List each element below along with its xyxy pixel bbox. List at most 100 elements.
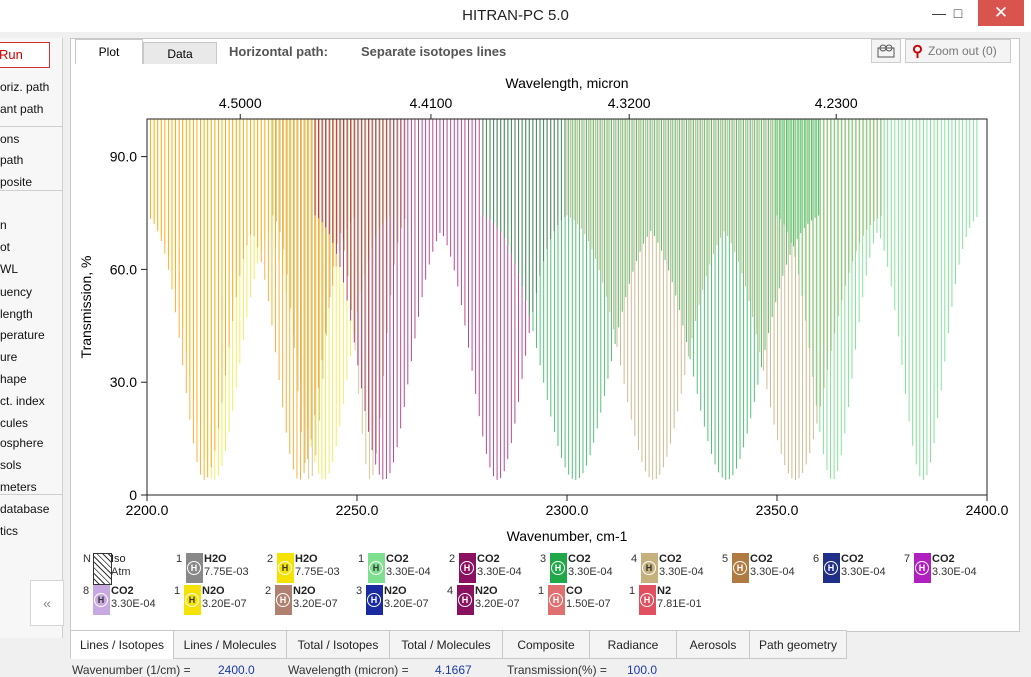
sidebar-item-10[interactable]: perature bbox=[0, 328, 45, 342]
bottom-tab-2[interactable]: Total / Isotopes bbox=[286, 630, 390, 659]
legend-isotope-number: 7 bbox=[904, 553, 911, 565]
hitran-h-icon: H bbox=[642, 561, 656, 575]
legend-item[interactable]: 7 H CO2 3.30E-04 bbox=[904, 553, 992, 585]
plot-panel: Plot Data Horizontal path: Separate isot… bbox=[70, 38, 1020, 632]
sidebar-item-14[interactable]: cules bbox=[0, 416, 29, 430]
legend-item[interactable]: 3 H N2O 3.20E-07 bbox=[356, 585, 444, 617]
legend-abundance: 7.75E-03 bbox=[204, 566, 249, 578]
legend-item[interactable]: 2 H CO2 3.30E-04 bbox=[449, 553, 537, 585]
legend-abundance: 7.81E-01 bbox=[657, 598, 702, 610]
legend-item[interactable]: 1 H CO2 3.30E-04 bbox=[358, 553, 446, 585]
legend-abundance: 3.30E-04 bbox=[750, 566, 795, 578]
legend-abundance: 3.30E-04 bbox=[841, 566, 886, 578]
bottom-tab-1[interactable]: Lines / Molecules bbox=[173, 630, 287, 659]
series-band-1 bbox=[272, 119, 406, 480]
hitran-h-icon: H bbox=[549, 593, 563, 607]
sidebar-item-2[interactable]: ons bbox=[0, 132, 20, 146]
legend-abundance: 3.30E-04 bbox=[477, 566, 522, 578]
legend-isotope-number: 6 bbox=[813, 553, 820, 565]
legend-molecule: N2O bbox=[202, 585, 225, 597]
series-band-4 bbox=[482, 119, 820, 480]
sidebar-item-0[interactable]: oriz. path bbox=[0, 80, 50, 94]
legend-header-n: N bbox=[83, 553, 91, 565]
transmission-chart[interactable]: 2200.0 2250.0 2300.0 2350.0 2400.0 0 30.0 60.0 9… bbox=[71, 67, 1019, 567]
legend-item[interactable]: 2 H N2O 3.20E-07 bbox=[265, 585, 353, 617]
bottom-tab-3[interactable]: Total / Molecules bbox=[389, 630, 503, 659]
bottom-tab-5[interactable]: Radiance bbox=[589, 630, 677, 659]
legend-isotope-number: 2 bbox=[449, 553, 456, 565]
legend-molecule: CO2 bbox=[568, 553, 591, 565]
x-tick-label: 2350.0 bbox=[756, 502, 799, 518]
legend-molecule: CO2 bbox=[111, 585, 134, 597]
series-band-5 bbox=[566, 119, 882, 480]
bottom-tab-6[interactable]: Aerosols bbox=[676, 630, 750, 659]
sidebar-item-3[interactable]: path bbox=[0, 153, 24, 167]
legend-isotope-number: 1 bbox=[629, 585, 636, 597]
legend-molecule: N2 bbox=[657, 585, 672, 597]
legend-molecule: N2O bbox=[475, 585, 498, 597]
sidebar-item-1[interactable]: ant path bbox=[0, 102, 44, 116]
legend-item[interactable]: 3 H CO2 3.30E-04 bbox=[540, 553, 628, 585]
collapse-sidebar-button[interactable]: « bbox=[30, 580, 64, 626]
legend-item[interactable]: 4 H N2O 3.20E-07 bbox=[447, 585, 535, 617]
title-bar: HITRAN-PC 5.0 — □ ✕ bbox=[0, 0, 1031, 32]
top-tick-label: 4.3200 bbox=[608, 95, 651, 111]
bottom-tab-7[interactable]: Path geometry bbox=[749, 630, 847, 659]
sidebar: Run oriz. path ant path ons path posite n ot WL… bbox=[0, 38, 63, 638]
legend-abundance: 3.20E-07 bbox=[475, 598, 520, 610]
sidebar-item-6[interactable]: ot bbox=[0, 240, 11, 254]
legend-molecule: H2O bbox=[204, 553, 227, 565]
legend-item[interactable]: 1 H N2O 3.20E-07 bbox=[174, 585, 262, 617]
bottom-tab-4[interactable]: Composite bbox=[502, 630, 590, 659]
minimize-icon[interactable]: — bbox=[932, 5, 946, 21]
hitran-h-icon: H bbox=[733, 561, 747, 575]
maximize-icon[interactable]: □ bbox=[953, 5, 963, 21]
sidebar-item-12[interactable]: hape bbox=[0, 372, 27, 386]
legend-item[interactable]: 8 H CO2 3.30E-04 bbox=[83, 585, 171, 617]
sidebar-item-17[interactable]: meters bbox=[0, 480, 37, 494]
hitran-h-icon: H bbox=[187, 561, 201, 575]
legend-isotope-number: 1 bbox=[358, 553, 365, 565]
sidebar-item-5[interactable]: n bbox=[0, 218, 7, 232]
sidebar-item-18[interactable]: database bbox=[0, 502, 50, 516]
legend-item[interactable]: 1 H CO 1.50E-07 bbox=[538, 585, 626, 617]
legend-item[interactable]: 6 H CO2 3.30E-04 bbox=[813, 553, 901, 585]
legend-abundance: 3.30E-04 bbox=[932, 566, 977, 578]
legend-molecule: N2O bbox=[384, 585, 407, 597]
legend-item[interactable]: 5 H CO2 3.30E-04 bbox=[722, 553, 810, 585]
sidebar-item-8[interactable]: uency bbox=[0, 285, 33, 299]
tab-plot[interactable]: Plot bbox=[75, 39, 143, 64]
y-tick-label: 90.0 bbox=[110, 149, 137, 165]
series-band-2 bbox=[147, 119, 355, 480]
top-axis-label: Wavelength, micron bbox=[505, 75, 628, 91]
sidebar-item-13[interactable]: ct. index bbox=[0, 394, 45, 408]
legend-molecule: CO2 bbox=[841, 553, 864, 565]
sidebar-item-19[interactable]: tics bbox=[0, 524, 18, 538]
run-button[interactable]: Run bbox=[0, 42, 50, 68]
legend-isotope-number: 8 bbox=[83, 585, 90, 597]
legend-molecule: CO2 bbox=[386, 553, 409, 565]
close-icon[interactable]: ✕ bbox=[978, 0, 1024, 26]
path-type-label: Horizontal path: bbox=[229, 44, 328, 59]
sidebar-item-15[interactable]: osphere bbox=[0, 436, 44, 450]
legend-molecule: CO2 bbox=[932, 553, 955, 565]
legend-item[interactable]: 1 H H2O 7.75E-03 bbox=[176, 553, 264, 585]
legend-item[interactable]: 1 H N2 7.81E-01 bbox=[629, 585, 717, 617]
zoom-out-button[interactable]: ⚲ Zoom out (0) bbox=[905, 39, 1011, 63]
x-tick-label: 2300.0 bbox=[546, 502, 589, 518]
y-tick-label: 60.0 bbox=[110, 261, 137, 277]
sidebar-item-7[interactable]: WL bbox=[0, 262, 18, 276]
legend-molecule: CO2 bbox=[750, 553, 773, 565]
hitran-h-icon: H bbox=[276, 593, 290, 607]
legend-item[interactable]: 2 H H2O 7.75E-03 bbox=[267, 553, 355, 585]
status-wavenumber-value: 2400.0 bbox=[218, 663, 255, 677]
tab-data[interactable]: Data bbox=[143, 42, 217, 64]
legend-item[interactable]: 4 H CO2 3.30E-04 bbox=[631, 553, 719, 585]
sidebar-item-9[interactable]: length bbox=[0, 307, 33, 321]
bottom-tab-0[interactable]: Lines / Isotopes bbox=[70, 630, 174, 659]
sidebar-item-4[interactable]: posite bbox=[0, 175, 33, 189]
sidebar-item-11[interactable]: ure bbox=[0, 350, 18, 364]
sidebar-item-16[interactable]: sols bbox=[0, 458, 22, 472]
legend-abundance: 3.30E-04 bbox=[386, 566, 431, 578]
camera-button[interactable] bbox=[871, 39, 901, 63]
